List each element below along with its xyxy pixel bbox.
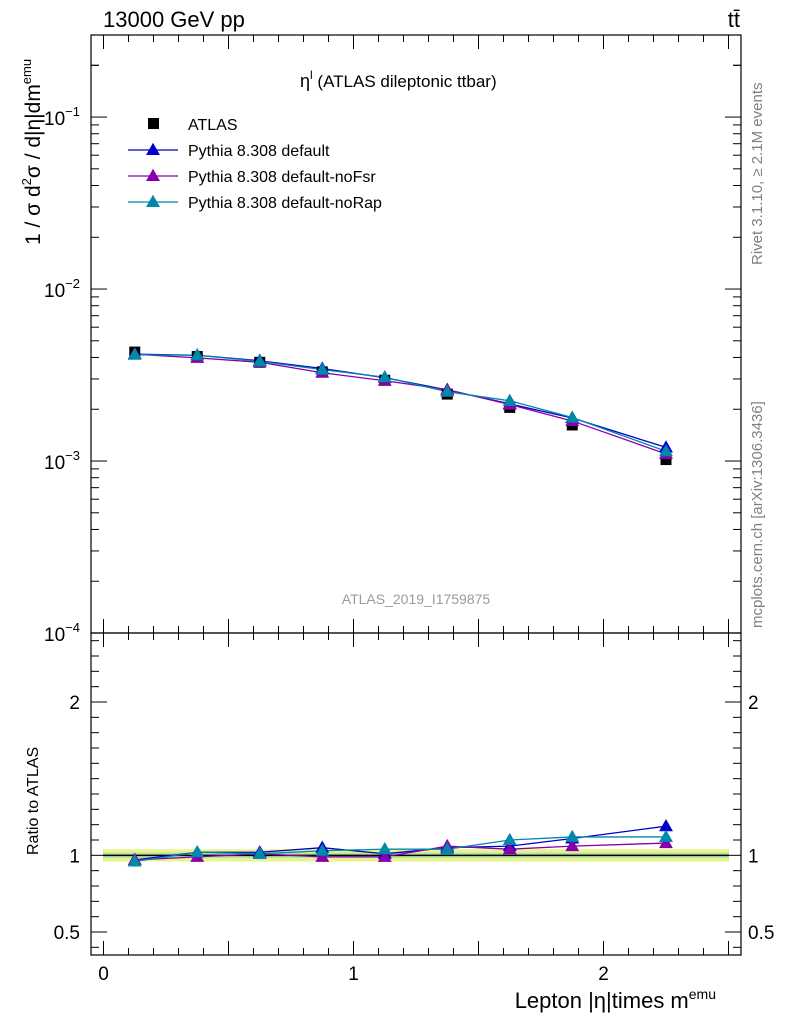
x-tick-label: 2 bbox=[598, 964, 609, 985]
main-mc-point bbox=[659, 444, 673, 457]
ratio-y-tick-label-right: 2 bbox=[748, 693, 759, 714]
main-y-tick-exp: −2 bbox=[65, 276, 80, 291]
ylabel-part-1: 1 / σ d bbox=[22, 185, 45, 245]
ratio-y-tick-label-right: 1 bbox=[748, 846, 759, 867]
ratio-mc-point bbox=[565, 838, 580, 852]
main-axes: 10−110−210−310−4 bbox=[44, 34, 741, 646]
main-mc-point bbox=[190, 348, 205, 361]
main-title-rest: (ATLAS dileptonic ttbar) bbox=[313, 72, 497, 91]
legend-marker-square bbox=[148, 118, 159, 129]
ratio-y-tick-label: 0.5 bbox=[54, 923, 80, 944]
side-label-top: Rivet 3.1.10, ≥ 2.1M events bbox=[749, 83, 766, 266]
main-series-line bbox=[134, 354, 667, 452]
main-title-sup: l bbox=[310, 68, 313, 82]
ylabel-part-3: σ / d|η|dm bbox=[22, 84, 45, 178]
main-series-line bbox=[134, 353, 667, 455]
main-y-tick-base: 10 bbox=[44, 281, 65, 302]
energy-label: 13000 GeV pp bbox=[103, 7, 245, 32]
legend-marker-triangle bbox=[146, 142, 160, 156]
legend-marker-triangle bbox=[146, 168, 160, 182]
main-y-tick-label: 10−4 bbox=[44, 620, 80, 646]
main-mc-point bbox=[377, 370, 392, 383]
main-mc-point bbox=[502, 393, 517, 406]
main-series-line bbox=[134, 353, 667, 449]
main-mc-point bbox=[565, 410, 580, 423]
ratio-mc-point bbox=[502, 832, 517, 846]
main-y-tick-label: 10−2 bbox=[44, 276, 80, 302]
ratio-mc-point bbox=[315, 849, 330, 862]
ylabel-part-2: 2 bbox=[19, 178, 34, 185]
main-y-axis-label: 1 / σ d2σ / d|η|dmemu bbox=[19, 59, 45, 245]
ratio-y-tick-label: 1 bbox=[69, 846, 80, 867]
main-y-tick-label: 10−3 bbox=[44, 448, 80, 474]
main-chart-title: ηl (ATLAS dileptonic ttbar) bbox=[300, 68, 497, 91]
main-y-tick-exp: −3 bbox=[65, 448, 80, 463]
ratio-mc-point bbox=[659, 835, 673, 849]
ratio-mc-point bbox=[565, 829, 580, 842]
main-y-tick-base: 10 bbox=[44, 453, 65, 474]
ratio-y-tick-label: 2 bbox=[69, 693, 80, 714]
side-label-bottom: mcplots.cern.ch [arXiv:1306.3436] bbox=[749, 401, 766, 628]
main-data-point bbox=[660, 454, 672, 466]
legend: ATLAS Pythia 8.308 default Pythia 8.308 de… bbox=[128, 117, 382, 212]
main-mc-point bbox=[252, 354, 267, 367]
main-mc-point bbox=[315, 362, 330, 375]
ratio-y-tick-label-right: 0.5 bbox=[748, 923, 774, 944]
legend-label: Pythia 8.308 default-noRap bbox=[188, 195, 382, 212]
x-axis-label: Lepton |η|times memu bbox=[515, 986, 716, 1013]
ratio-panel-frame bbox=[90, 632, 742, 956]
main-mc-point bbox=[440, 384, 455, 397]
x-tick-label: 0 bbox=[98, 964, 109, 985]
ratio-y-axis-label: Ratio to ATLAS bbox=[25, 747, 42, 855]
x-axis-label-sup: emu bbox=[689, 986, 716, 1002]
ratio-mc-point bbox=[440, 842, 455, 855]
ylabel-part-4: emu bbox=[19, 59, 34, 84]
process-label: tt̄ bbox=[728, 7, 740, 32]
main-y-tick-base: 10 bbox=[44, 109, 65, 130]
legend-label: Pythia 8.308 default-noFsr bbox=[188, 169, 376, 186]
ratio-mc-point bbox=[252, 846, 267, 859]
legend-label: ATLAS bbox=[188, 117, 238, 134]
main-mc-point bbox=[127, 347, 142, 360]
legend-label: Pythia 8.308 default bbox=[188, 143, 330, 160]
ratio-mc-point bbox=[502, 842, 517, 855]
main-y-tick-base: 10 bbox=[44, 625, 65, 646]
ratio-mc-point bbox=[377, 849, 392, 862]
main-title-eta: η bbox=[300, 71, 310, 91]
main-y-tick-label: 10−1 bbox=[44, 104, 80, 130]
main-y-tick-exp: −4 bbox=[65, 620, 80, 635]
ratio-mc-point bbox=[377, 842, 392, 855]
ratio-mc-point bbox=[127, 854, 142, 867]
analysis-id-label: ATLAS_2019_I1759875 bbox=[342, 591, 491, 607]
main-series-group bbox=[127, 346, 673, 466]
ratio-axes: 0.5 0.5 1 1 2 2 0 1 2 bbox=[54, 633, 774, 985]
ratio-mc-point bbox=[190, 845, 205, 858]
ratio-series-group bbox=[127, 819, 673, 867]
ratio-mc-point bbox=[659, 819, 673, 832]
main-y-tick-exp: −1 bbox=[65, 104, 80, 119]
ratio-mc-point bbox=[659, 829, 673, 842]
legend-marker-triangle bbox=[146, 194, 160, 208]
ratio-mc-point bbox=[315, 843, 330, 856]
x-axis-label-main: Lepton |η|times m bbox=[515, 988, 689, 1013]
x-tick-label: 1 bbox=[348, 964, 359, 985]
